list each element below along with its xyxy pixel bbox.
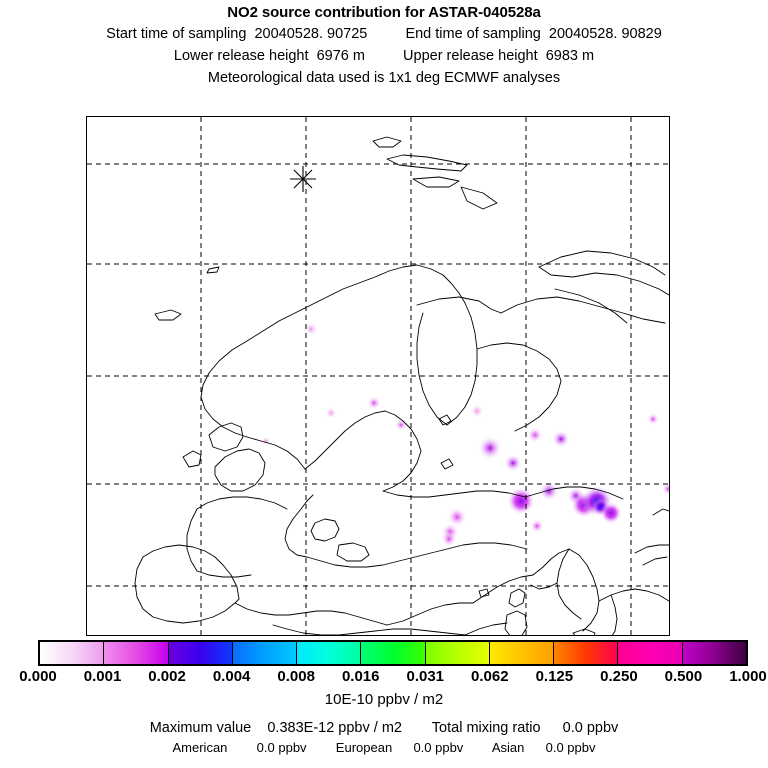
- colorbar-segment-4: [297, 642, 362, 664]
- plume-blob: [367, 396, 381, 410]
- colorbar-tick-11: 1.000: [729, 668, 767, 685]
- plume-blob: [647, 413, 659, 425]
- plume-blob: [530, 519, 544, 533]
- colorbar-tick-1: 0.001: [83, 668, 122, 685]
- european-source-value: 0.0 ppbv: [413, 740, 464, 755]
- american-source-value: 0.0 ppbv: [256, 740, 307, 755]
- met-data-row: Meteorological data used is 1x1 deg ECMW…: [207, 70, 561, 86]
- footer-source-row: American 0.0 ppbv European 0.0 ppbv Asia…: [0, 738, 768, 757]
- plume-blob: [507, 487, 535, 515]
- american-source-label: American: [172, 740, 228, 755]
- maximum-value-label: Maximum value: [149, 720, 252, 736]
- page-title: NO2 source contribution for ASTAR-040528…: [227, 4, 541, 21]
- colorbar-segment-6: [425, 642, 490, 664]
- plume-blob: [527, 427, 543, 443]
- plume-blob: [478, 436, 502, 460]
- no2-plume-layer: [261, 322, 669, 547]
- colorbar-tick-2: 0.002: [148, 668, 186, 685]
- colorbar-tick-0: 0.000: [19, 668, 57, 685]
- map-panel: [86, 116, 670, 636]
- colorbar-tick-3: 0.004: [212, 668, 251, 685]
- colorbar-segment-7: [489, 642, 555, 664]
- european-source-label: European: [335, 740, 393, 755]
- map-svg: [87, 117, 669, 635]
- colorbar-tick-9: 0.250: [600, 668, 638, 685]
- plume-blob: [470, 404, 484, 418]
- colorbar-tick-5: 0.016: [341, 668, 380, 685]
- total-mixing-ratio-label: Total mixing ratio: [431, 720, 541, 736]
- colorbar-unit-label: 10E-10 ppbv / m2: [324, 691, 444, 708]
- colorbar-segment-2: [168, 642, 233, 664]
- lower-release-height-value: 6976 m: [316, 48, 365, 64]
- end-time-label: End time of sampling: [405, 26, 541, 42]
- plume-blob: [504, 454, 522, 472]
- colorbar-tick-10: 0.500: [664, 668, 703, 685]
- colorbar-tick-4: 0.008: [277, 668, 315, 685]
- plot-footer: Maximum value 0.383E-12 ppbv / m2 Total …: [0, 718, 768, 757]
- maximum-value: 0.383E-12 ppbv / m2: [267, 720, 402, 736]
- colorbar-tick-8: 0.125: [535, 668, 574, 685]
- plot-header: NO2 source contribution for ASTAR-040528…: [0, 0, 768, 89]
- colorbar-segment-5: [361, 642, 426, 664]
- release-site-marker-icon: [290, 166, 316, 192]
- colorbar-segment-9: [618, 642, 683, 664]
- plume-blob: [325, 407, 337, 419]
- sampling-time-row: Start time of sampling 20040528. 90725 E…: [0, 23, 768, 45]
- lower-release-height-label: Lower release height: [173, 48, 309, 64]
- asian-source-label: Asian: [491, 740, 525, 755]
- colorbar-tick-6: 0.031: [406, 668, 445, 685]
- colorbar-gradient[interactable]: [38, 640, 748, 666]
- end-time-value: 20040528. 90829: [548, 26, 662, 42]
- plume-blob: [539, 481, 559, 501]
- upper-release-height-label: Upper release height: [403, 48, 538, 64]
- plume-blob: [600, 502, 622, 524]
- plume-blob: [304, 322, 318, 336]
- grid-layer: [87, 117, 669, 635]
- plume-blob: [552, 430, 570, 448]
- coastline-layer: [134, 136, 669, 635]
- plume-blob: [447, 507, 467, 527]
- colorbar-segment-3: [232, 642, 298, 664]
- plume-blob: [395, 419, 407, 431]
- colorbar-segment-8: [554, 642, 619, 664]
- colorbar-segment-0: [40, 642, 105, 664]
- start-time-label: Start time of sampling: [106, 26, 247, 42]
- upper-release-height-value: 6983 m: [545, 48, 595, 64]
- total-mixing-ratio-value: 0.0 ppbv: [562, 720, 619, 736]
- asian-source-value: 0.0 ppbv: [545, 740, 596, 755]
- release-height-row: Lower release height 6976 m Upper releas…: [0, 45, 768, 67]
- colorbar-tick-labels: 0.000 0.001 0.002 0.004 0.008 0.016 0.031 0.062…: [0, 668, 768, 688]
- colorbar-segment-10: [682, 642, 746, 664]
- colorbar-tick-7: 0.062: [471, 668, 509, 685]
- plume-blob: [441, 531, 457, 547]
- start-time-value: 20040528. 90725: [254, 26, 368, 42]
- plume-blob: [662, 483, 669, 495]
- footer-summary-row: Maximum value 0.383E-12 ppbv / m2 Total …: [0, 718, 768, 738]
- colorbar-segment-1: [104, 642, 169, 664]
